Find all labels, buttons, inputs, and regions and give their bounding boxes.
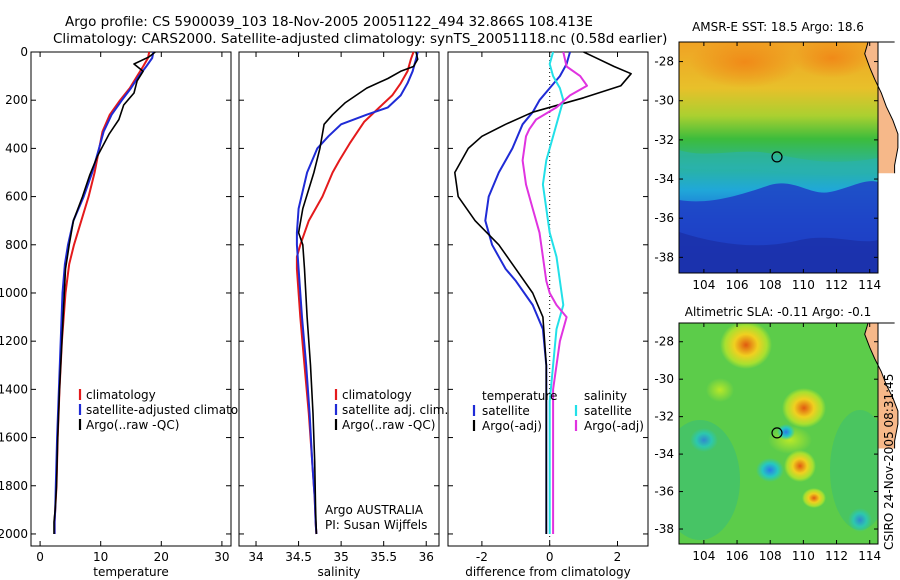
map-xtick-label: 112 [825,278,848,292]
depth-tick-label: 0 [20,45,28,59]
difference-plot-frame [447,51,649,547]
sla-argo-location-marker [771,427,783,439]
map-ytick-label: -36 [654,485,674,499]
map-ytick-label: -38 [654,250,674,264]
sst-map-title: AMSR-E SST: 18.5 Argo: 18.6 [692,20,864,34]
map-xtick-label: 104 [692,549,715,563]
difference-xtick-label: 0 [546,550,554,564]
legend-group-title: temperature [482,389,557,403]
sst-map-land [864,41,899,174]
sla-map-axes: 104 106 108 110 112 114 -28 -30 -32 -34 -36 -38 [654,323,881,563]
map-xtick-label: 106 [726,549,749,563]
map-ytick-label: -32 [654,133,674,147]
legend-label: Argo(..raw -QC) [342,418,435,432]
map-xtick-label: 108 [759,278,782,292]
salinity-xlabel: salinity [317,565,360,579]
map-ytick-label: -34 [654,172,674,186]
credit-text: CSIRO 24-Nov-2005 08:31:45 [882,374,896,550]
depth-tick-label: 1600 [0,431,28,445]
temperature-xtick-label: 20 [154,550,169,564]
coastline [864,322,899,449]
salinity-xtick-label: 35 [333,550,348,564]
depth-tick-label: 400 [5,141,28,155]
sst-map-panel: AMSR-E SST: 18.5 Argo: 18.6 104 106 108 110… [654,20,899,292]
sst-map-frame [678,41,879,274]
depth-tick-label: 2000 [0,527,28,541]
depth-tick-label: 1200 [0,334,28,348]
temperature-plot-frame [30,51,232,547]
legend-label: climatology [86,388,156,402]
difference-xtick-label: 2 [614,550,622,564]
map-xtick-label: 106 [726,278,749,292]
legend-label: Argo(-adj) [584,419,644,433]
map-ytick-label: -38 [654,522,674,536]
legend-group-title: salinity [584,389,627,403]
legend-label: Argo(-adj) [482,419,542,433]
temperature-panel: 0 10 20 30 temperature 0 200 400 600 800 1000 1200 1… [0,45,264,579]
salinity-xtick-label: 34 [248,550,263,564]
salinity-plot-frame [238,51,440,547]
salinity-xtick-label: 36 [419,550,434,564]
sst-argo-location-marker [771,151,783,163]
sla-map-title: Altimetric SLA: -0.11 Argo: -0.1 [685,305,872,319]
series-line-argo-raw-qc- [297,51,419,535]
map-ytick-label: -32 [654,410,674,424]
map-ytick-label: -28 [654,335,674,349]
sst-map-axes: 104 106 108 110 112 114 -28 -30 -32 -34 -36 -38 [654,42,881,292]
difference-xtick-label: -2 [476,550,488,564]
temperature-xtick-label: 0 [36,550,44,564]
temperature-xtick-label: 30 [214,550,229,564]
sla-map-field [679,323,878,544]
difference-xlabel: difference from climatology [465,565,631,579]
map-xtick-label: 114 [858,278,881,292]
legend-label: satellite [482,404,530,418]
map-ytick-label: -30 [654,372,674,386]
header-line-1: Argo profile: CS 5900039_103 18-Nov-2005… [65,14,593,30]
depth-tick-label: 200 [5,93,28,107]
legend-label: climatology [342,388,412,402]
map-xtick-label: 110 [792,278,815,292]
temperature-xtick-label: 10 [93,550,108,564]
map-ytick-label: -28 [654,55,674,69]
legend-label: satellite [584,404,632,418]
float-annotation: Argo AUSTRALIA [325,503,424,517]
depth-tick-label: 1800 [0,479,28,493]
sst-map-field [679,42,878,273]
sla-map-frame [678,322,879,545]
series-line-temperature-argo-adj- [453,51,632,534]
salinity-xtick-label: 34.5 [285,550,312,564]
map-ytick-label: -30 [654,94,674,108]
map-xtick-label: 114 [858,549,881,563]
float-annotation: PI: Susan Wijffels [325,518,427,532]
series-line-salinity-satellite [541,51,565,534]
depth-tick-label: 1000 [0,286,28,300]
salinity-xtick-label: 35.5 [370,550,397,564]
map-xtick-label: 108 [759,549,782,563]
map-ytick-label: -34 [654,447,674,461]
header-line-2: Climatology: CARS2000. Satellite-adjuste… [53,31,667,47]
map-xtick-label: 104 [692,278,715,292]
depth-tick-label: 1400 [0,382,28,396]
temperature-xlabel: temperature [93,565,168,579]
series-line-argo-raw-qc- [53,51,156,534]
salinity-panel: 34 34.5 35 35.5 36 salinity climatologysatelli… [238,51,448,579]
legend-label: satellite adj. clim. [342,403,448,417]
coastline [864,41,899,174]
map-xtick-label: 112 [825,549,848,563]
legend-label: Argo(..raw -QC) [86,418,179,432]
depth-tick-label: 800 [5,238,28,252]
series-line-satellite-adj-clim- [295,51,419,535]
map-xtick-label: 110 [792,549,815,563]
sla-map-land [864,322,899,449]
series-line-salinity-argo-adj- [521,51,588,534]
sla-map-panel: Altimetric SLA: -0.11 Argo: -0.1 104 106 1… [654,305,899,563]
legend-label: satellite-adjusted climatology [86,403,264,417]
map-ytick-label: -36 [654,211,674,225]
depth-tick-label: 600 [5,190,28,204]
